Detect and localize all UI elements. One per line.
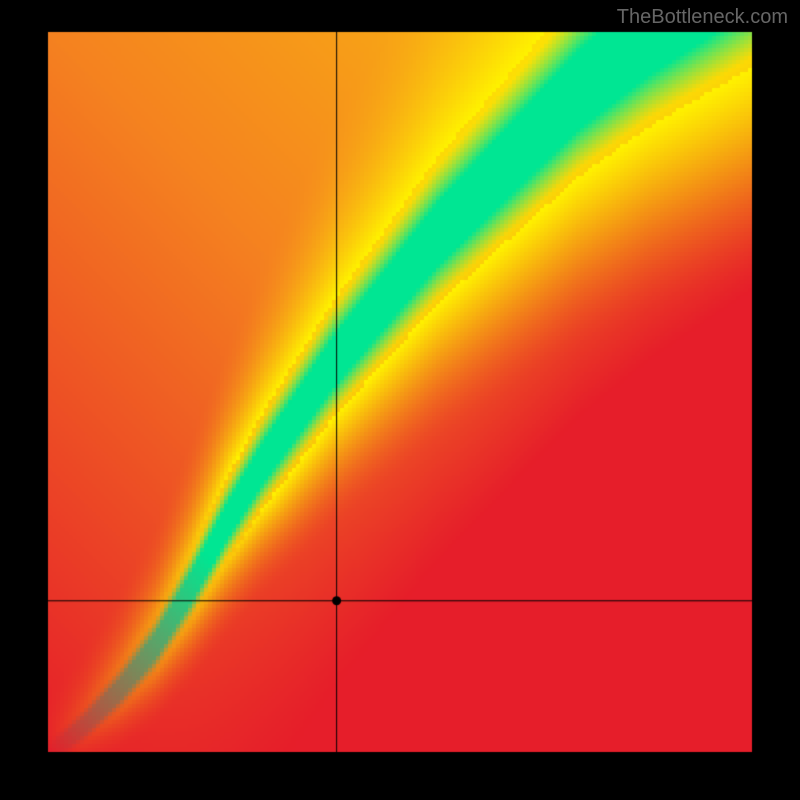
- chart-container: TheBottleneck.com: [0, 0, 800, 800]
- watermark-text: TheBottleneck.com: [617, 6, 788, 29]
- heatmap-canvas: [0, 0, 800, 800]
